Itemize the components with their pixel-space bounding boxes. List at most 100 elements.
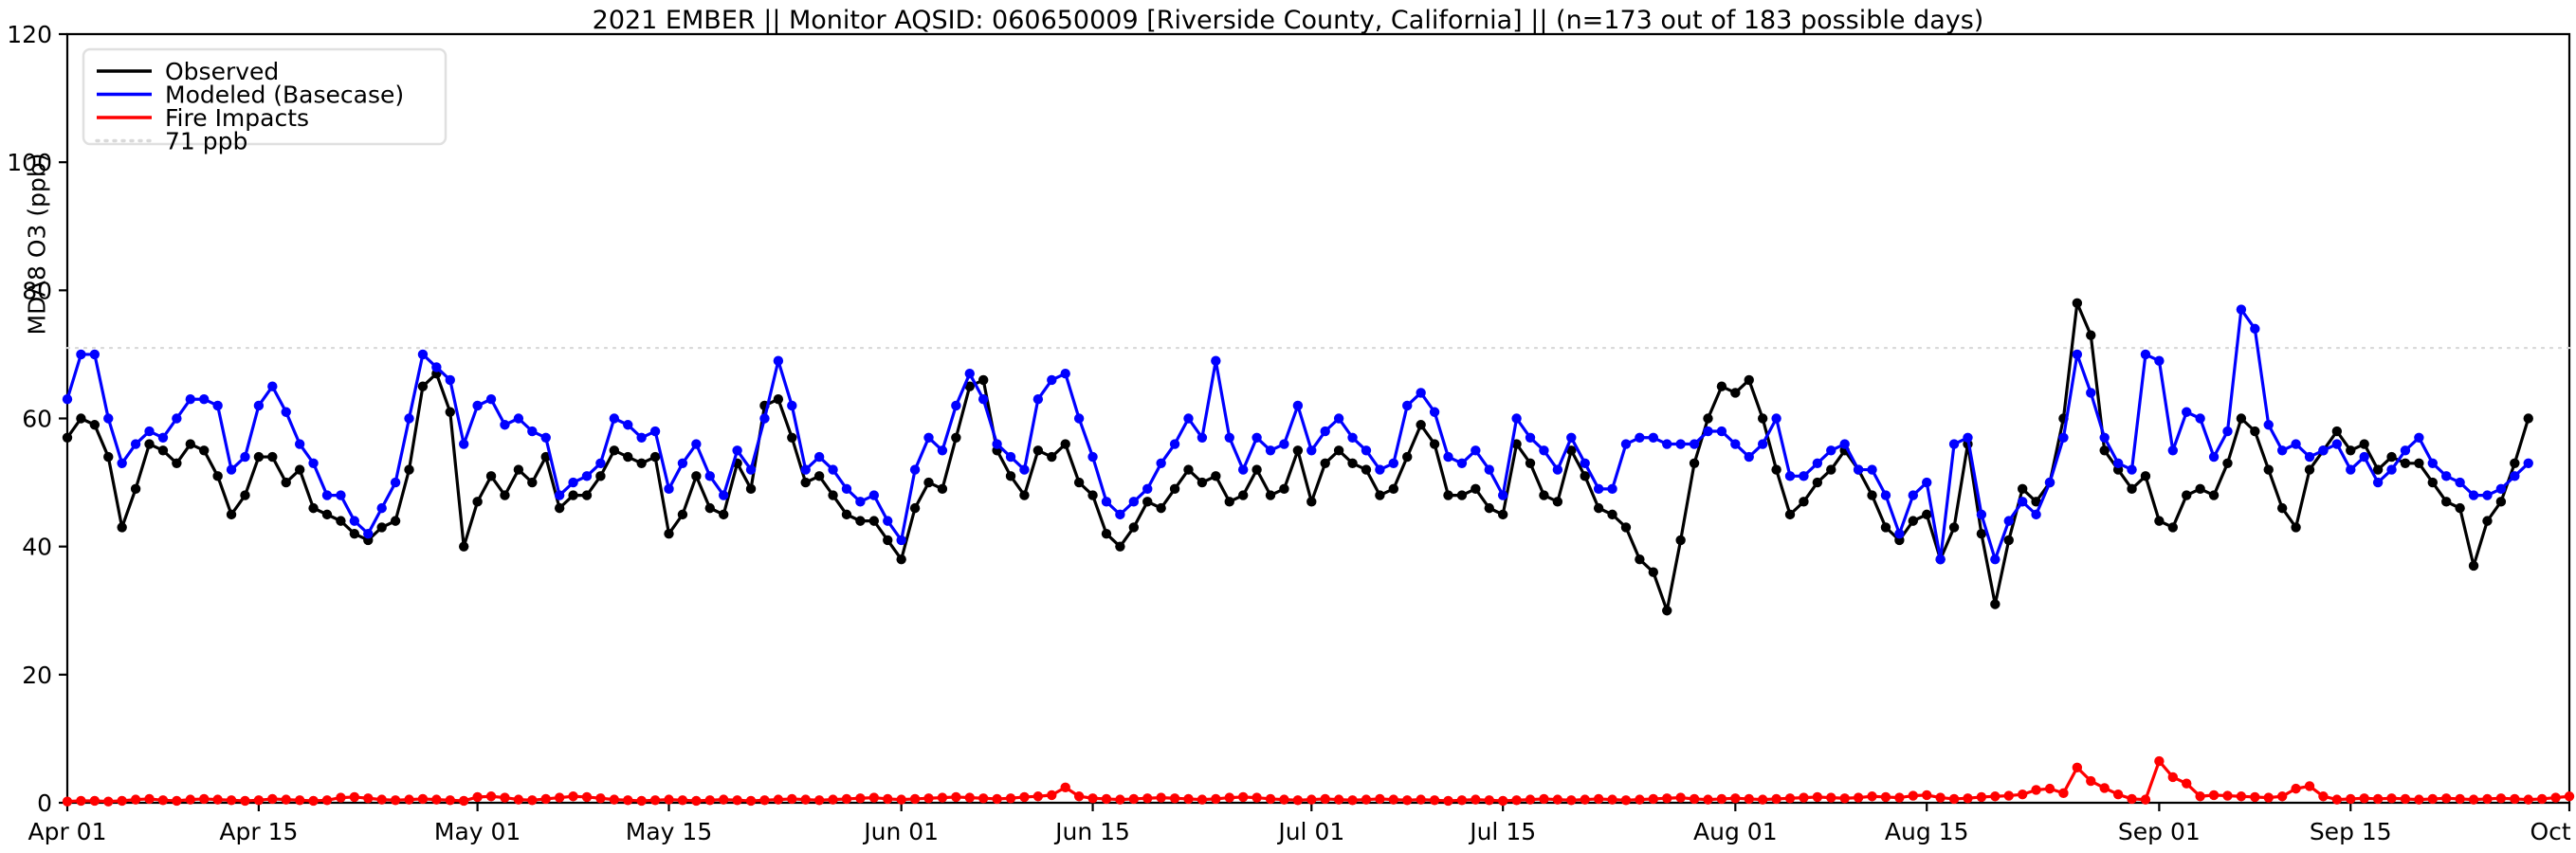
data-point — [1388, 483, 1399, 495]
data-point — [909, 464, 921, 475]
data-point — [1060, 782, 1070, 792]
data-point — [773, 794, 784, 805]
series-line — [65, 759, 2571, 804]
data-point — [349, 791, 360, 803]
data-point — [89, 420, 100, 430]
data-point — [336, 490, 346, 500]
data-point — [172, 413, 182, 424]
data-point — [1525, 432, 1536, 443]
data-point — [1799, 471, 1809, 481]
data-point — [321, 509, 333, 520]
data-point — [964, 381, 975, 391]
page-title: 2021 EMBER || Monitor AQSID: 060650009 [… — [592, 6, 1984, 35]
data-point — [609, 413, 620, 424]
data-point — [1784, 471, 1796, 481]
data-point — [117, 795, 127, 807]
data-point — [1388, 458, 1399, 469]
data-point — [1320, 458, 1330, 469]
data-point — [2003, 516, 2014, 526]
data-point — [1580, 794, 1590, 805]
data-point — [1237, 464, 1249, 475]
data-point — [1648, 793, 1659, 805]
data-point — [773, 394, 784, 405]
data-point — [2372, 793, 2384, 805]
data-point — [240, 451, 250, 463]
y-axis-label: MDA8 O3 (ppb) — [23, 153, 51, 336]
data-point — [2291, 783, 2301, 794]
data-point — [1429, 407, 1440, 417]
data-point — [376, 522, 387, 533]
data-point — [404, 413, 414, 424]
data-point — [76, 795, 86, 807]
data-point — [1552, 497, 1563, 507]
y-tick-label: 40 — [22, 534, 52, 561]
data-point — [1402, 400, 1413, 411]
data-point — [267, 381, 278, 391]
data-point — [2086, 330, 2096, 340]
data-point — [1744, 451, 1754, 463]
data-point — [2250, 791, 2260, 803]
data-point — [2017, 483, 2028, 495]
data-point — [581, 490, 593, 500]
data-point — [1347, 432, 1358, 443]
data-point — [2182, 490, 2192, 500]
data-point — [732, 795, 742, 806]
data-point — [951, 791, 961, 803]
data-point — [1087, 451, 1098, 463]
data-point — [1935, 792, 1946, 803]
data-point — [417, 793, 429, 805]
y-tick-label: 120 — [7, 21, 52, 48]
data-point — [1593, 502, 1604, 514]
data-point — [1703, 794, 1713, 805]
data-point — [431, 794, 442, 805]
data-point — [404, 794, 414, 805]
legend-label: Modeled (Basecase) — [165, 82, 404, 109]
data-point — [704, 502, 715, 514]
data-point — [2495, 793, 2507, 804]
data-point — [2263, 420, 2274, 430]
data-point — [2359, 793, 2369, 804]
data-point — [1593, 793, 1604, 805]
data-point — [2510, 793, 2520, 805]
data-point — [1101, 793, 1112, 805]
data-point — [909, 793, 921, 805]
data-point — [445, 374, 455, 386]
data-point — [1087, 793, 1098, 804]
data-point — [1880, 490, 1891, 500]
data-point — [1552, 464, 1563, 475]
data-point — [937, 483, 948, 495]
data-point — [1990, 554, 2001, 565]
data-point — [1771, 413, 1781, 424]
data-point — [1347, 795, 1358, 806]
data-point — [1361, 794, 1372, 805]
data-point — [199, 445, 210, 456]
data-point — [732, 445, 742, 456]
data-point — [2058, 432, 2069, 443]
data-point — [404, 464, 414, 475]
data-point — [2536, 793, 2548, 805]
data-point — [540, 793, 551, 805]
data-point — [1635, 432, 1645, 443]
data-point — [472, 400, 483, 411]
data-point — [1087, 490, 1098, 500]
series-line — [65, 301, 2530, 612]
data-point — [1101, 497, 1112, 507]
data-point — [1211, 471, 1221, 481]
data-point — [294, 795, 305, 806]
x-tick-label: Jun 15 — [1053, 818, 1130, 845]
data-point — [1224, 792, 1234, 803]
data-point — [1635, 554, 1645, 565]
data-point — [1265, 445, 1276, 456]
data-point — [1689, 439, 1700, 449]
data-point — [1019, 791, 1030, 803]
data-point — [1620, 522, 1632, 533]
data-point — [2276, 445, 2288, 456]
data-point — [841, 483, 852, 495]
data-point — [2208, 789, 2220, 801]
data-point — [2086, 388, 2096, 398]
data-point — [2455, 502, 2465, 514]
data-point — [1005, 793, 1016, 804]
data-point — [1443, 490, 1453, 500]
